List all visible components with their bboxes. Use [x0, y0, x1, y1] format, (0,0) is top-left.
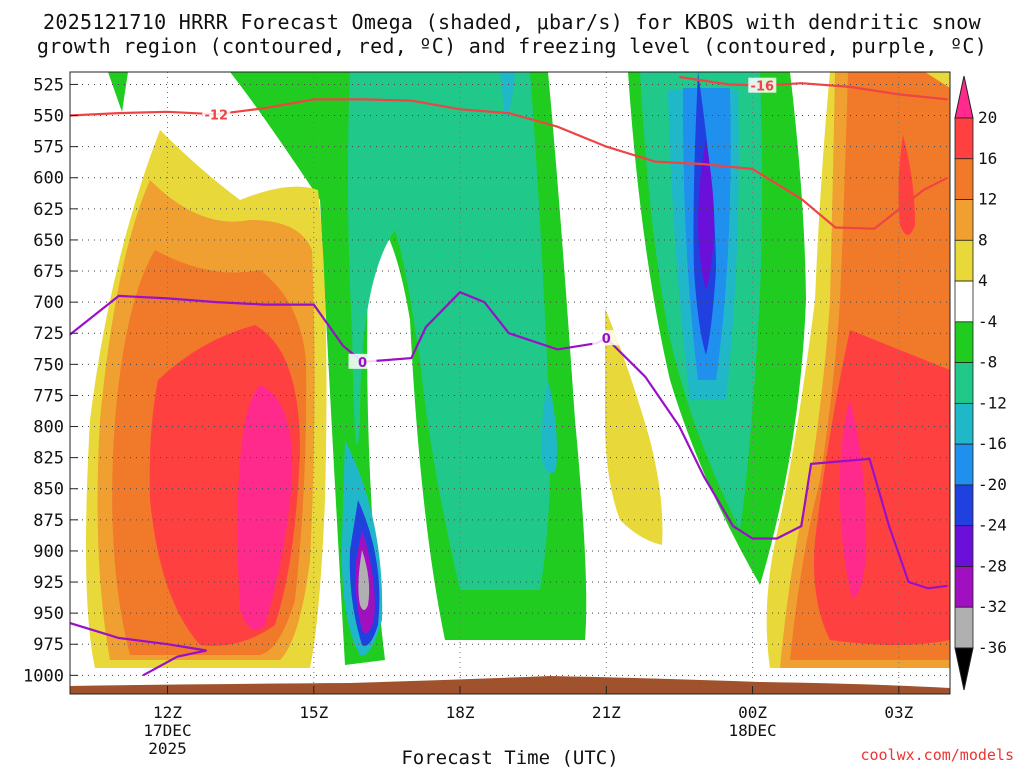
credit-text: coolwx.com/models	[860, 746, 1014, 764]
colorbar-label: -36	[978, 638, 1007, 657]
y-tick-label: 575	[33, 138, 64, 158]
colorbar-top-arrow	[954, 75, 974, 119]
dgz-contour-top	[679, 75, 948, 101]
gridlines	[70, 72, 950, 694]
descent-teal-band	[347, 72, 551, 590]
x-tick-label: 21Z	[592, 703, 621, 722]
colorbar-label: 20	[978, 108, 997, 127]
colorbar-label: -28	[978, 556, 1007, 575]
colorbar-label: -8	[978, 353, 997, 372]
east-ascent-top-yellow	[925, 72, 950, 88]
y-tick-label: 1000	[23, 666, 64, 686]
east-ascent-red-top	[898, 135, 915, 235]
contour-label: 0	[358, 356, 367, 371]
x-axis-title: Forecast Time (UTC)	[401, 747, 618, 768]
colorbar-label: -16	[978, 434, 1007, 453]
y-tick-label: 925	[33, 573, 64, 593]
x-tick-label: 12Z	[153, 703, 182, 722]
y-tick-label: 900	[33, 542, 64, 562]
y-tick-label: 650	[33, 231, 64, 251]
x-tick-label: 18Z	[446, 703, 475, 722]
colorbar-label: 12	[978, 190, 997, 209]
colorbar-label: 4	[978, 271, 988, 290]
colorbar-swatch	[954, 484, 974, 527]
chart-title-line1: 2025121710 HRRR Forecast Omega (shaded, …	[43, 10, 981, 34]
colorbar-label: -4	[978, 312, 997, 331]
descent-top-cyan	[500, 72, 515, 120]
colorbar-label: 16	[978, 149, 997, 168]
terrain-ground	[70, 676, 950, 694]
y-tick-label: 950	[33, 604, 64, 624]
east-ascent-magenta	[839, 400, 867, 599]
y-tick-label: 875	[33, 511, 64, 531]
y-axis: 525 550 575 600 625 650 675 700 725 750 775 800 825 8…	[23, 75, 78, 686]
omega-shading	[86, 72, 950, 668]
y-tick-label: 700	[33, 293, 64, 313]
colorbar-label: -32	[978, 597, 1007, 616]
contour-label: 0	[602, 332, 611, 347]
freezing-level-low	[70, 622, 207, 677]
colorbar-swatch	[954, 566, 974, 608]
x-tick-label: 03Z	[884, 703, 913, 722]
colorbar-swatch	[954, 443, 974, 486]
contour-label-bg	[348, 353, 377, 369]
descent-green-left	[108, 72, 128, 112]
descent-east-violet	[698, 140, 715, 290]
y-tick-label: 775	[33, 386, 64, 406]
y-tick-label: 675	[33, 262, 64, 282]
contour-label-bg	[592, 330, 621, 346]
x-tick-date: 18DEC	[728, 721, 776, 740]
colorbar-swatch	[954, 402, 974, 445]
y-tick-label: 725	[33, 324, 64, 344]
colorbar-label: -12	[978, 393, 1007, 412]
plot-frame	[69, 71, 951, 695]
colorbar-label: -20	[978, 475, 1007, 494]
y-tick-label: 600	[33, 169, 64, 189]
y-tick-label: 850	[33, 480, 64, 500]
x-tick-label: 15Z	[299, 703, 328, 722]
west-ascent-magenta	[237, 385, 293, 630]
contour-layer: -12 -16 0 0	[70, 75, 949, 677]
y-tick-label: 825	[33, 449, 64, 469]
x-tick-date: 17DEC	[143, 721, 191, 740]
colorbar-swatch	[954, 606, 974, 649]
colorbar-swatch	[954, 280, 974, 323]
descent-mid-cyan	[541, 380, 557, 474]
mid-ascent-yellow	[605, 308, 663, 545]
contour-label-bg	[748, 77, 777, 93]
y-tick-label: 625	[33, 200, 64, 220]
colorbar-swatch	[954, 362, 974, 404]
y-tick-label: 975	[33, 635, 64, 655]
y-tick-label: 750	[33, 355, 64, 375]
descent-core-16z-gray	[358, 550, 370, 610]
colorbar-swatch	[954, 199, 974, 241]
contour-label-bg	[202, 106, 231, 122]
contour-label: -16	[751, 80, 775, 95]
x-tick-year: 2025	[148, 739, 187, 758]
colorbar: 20 16 12 8 4 -4 -8 -12 -16 -20 -24 -28 -32 -36	[954, 75, 1007, 691]
y-tick-label: 525	[33, 75, 64, 95]
colorbar-swatch	[954, 525, 974, 567]
chart-title-line2: growth region (contoured, red, ºC) and f…	[36, 34, 988, 58]
colorbar-label: -24	[978, 516, 1007, 535]
colorbar-label: 8	[978, 230, 988, 249]
colorbar-swatch	[954, 117, 974, 160]
x-tick-label: 00Z	[738, 703, 767, 722]
colorbar-swatch	[954, 239, 974, 282]
y-tick-label: 550	[33, 107, 64, 127]
colorbar-swatch	[954, 158, 974, 200]
y-tick-label: 800	[33, 418, 64, 438]
contour-label: -12	[205, 108, 229, 123]
colorbar-swatch	[954, 321, 974, 364]
colorbar-bottom-arrow	[954, 647, 974, 691]
